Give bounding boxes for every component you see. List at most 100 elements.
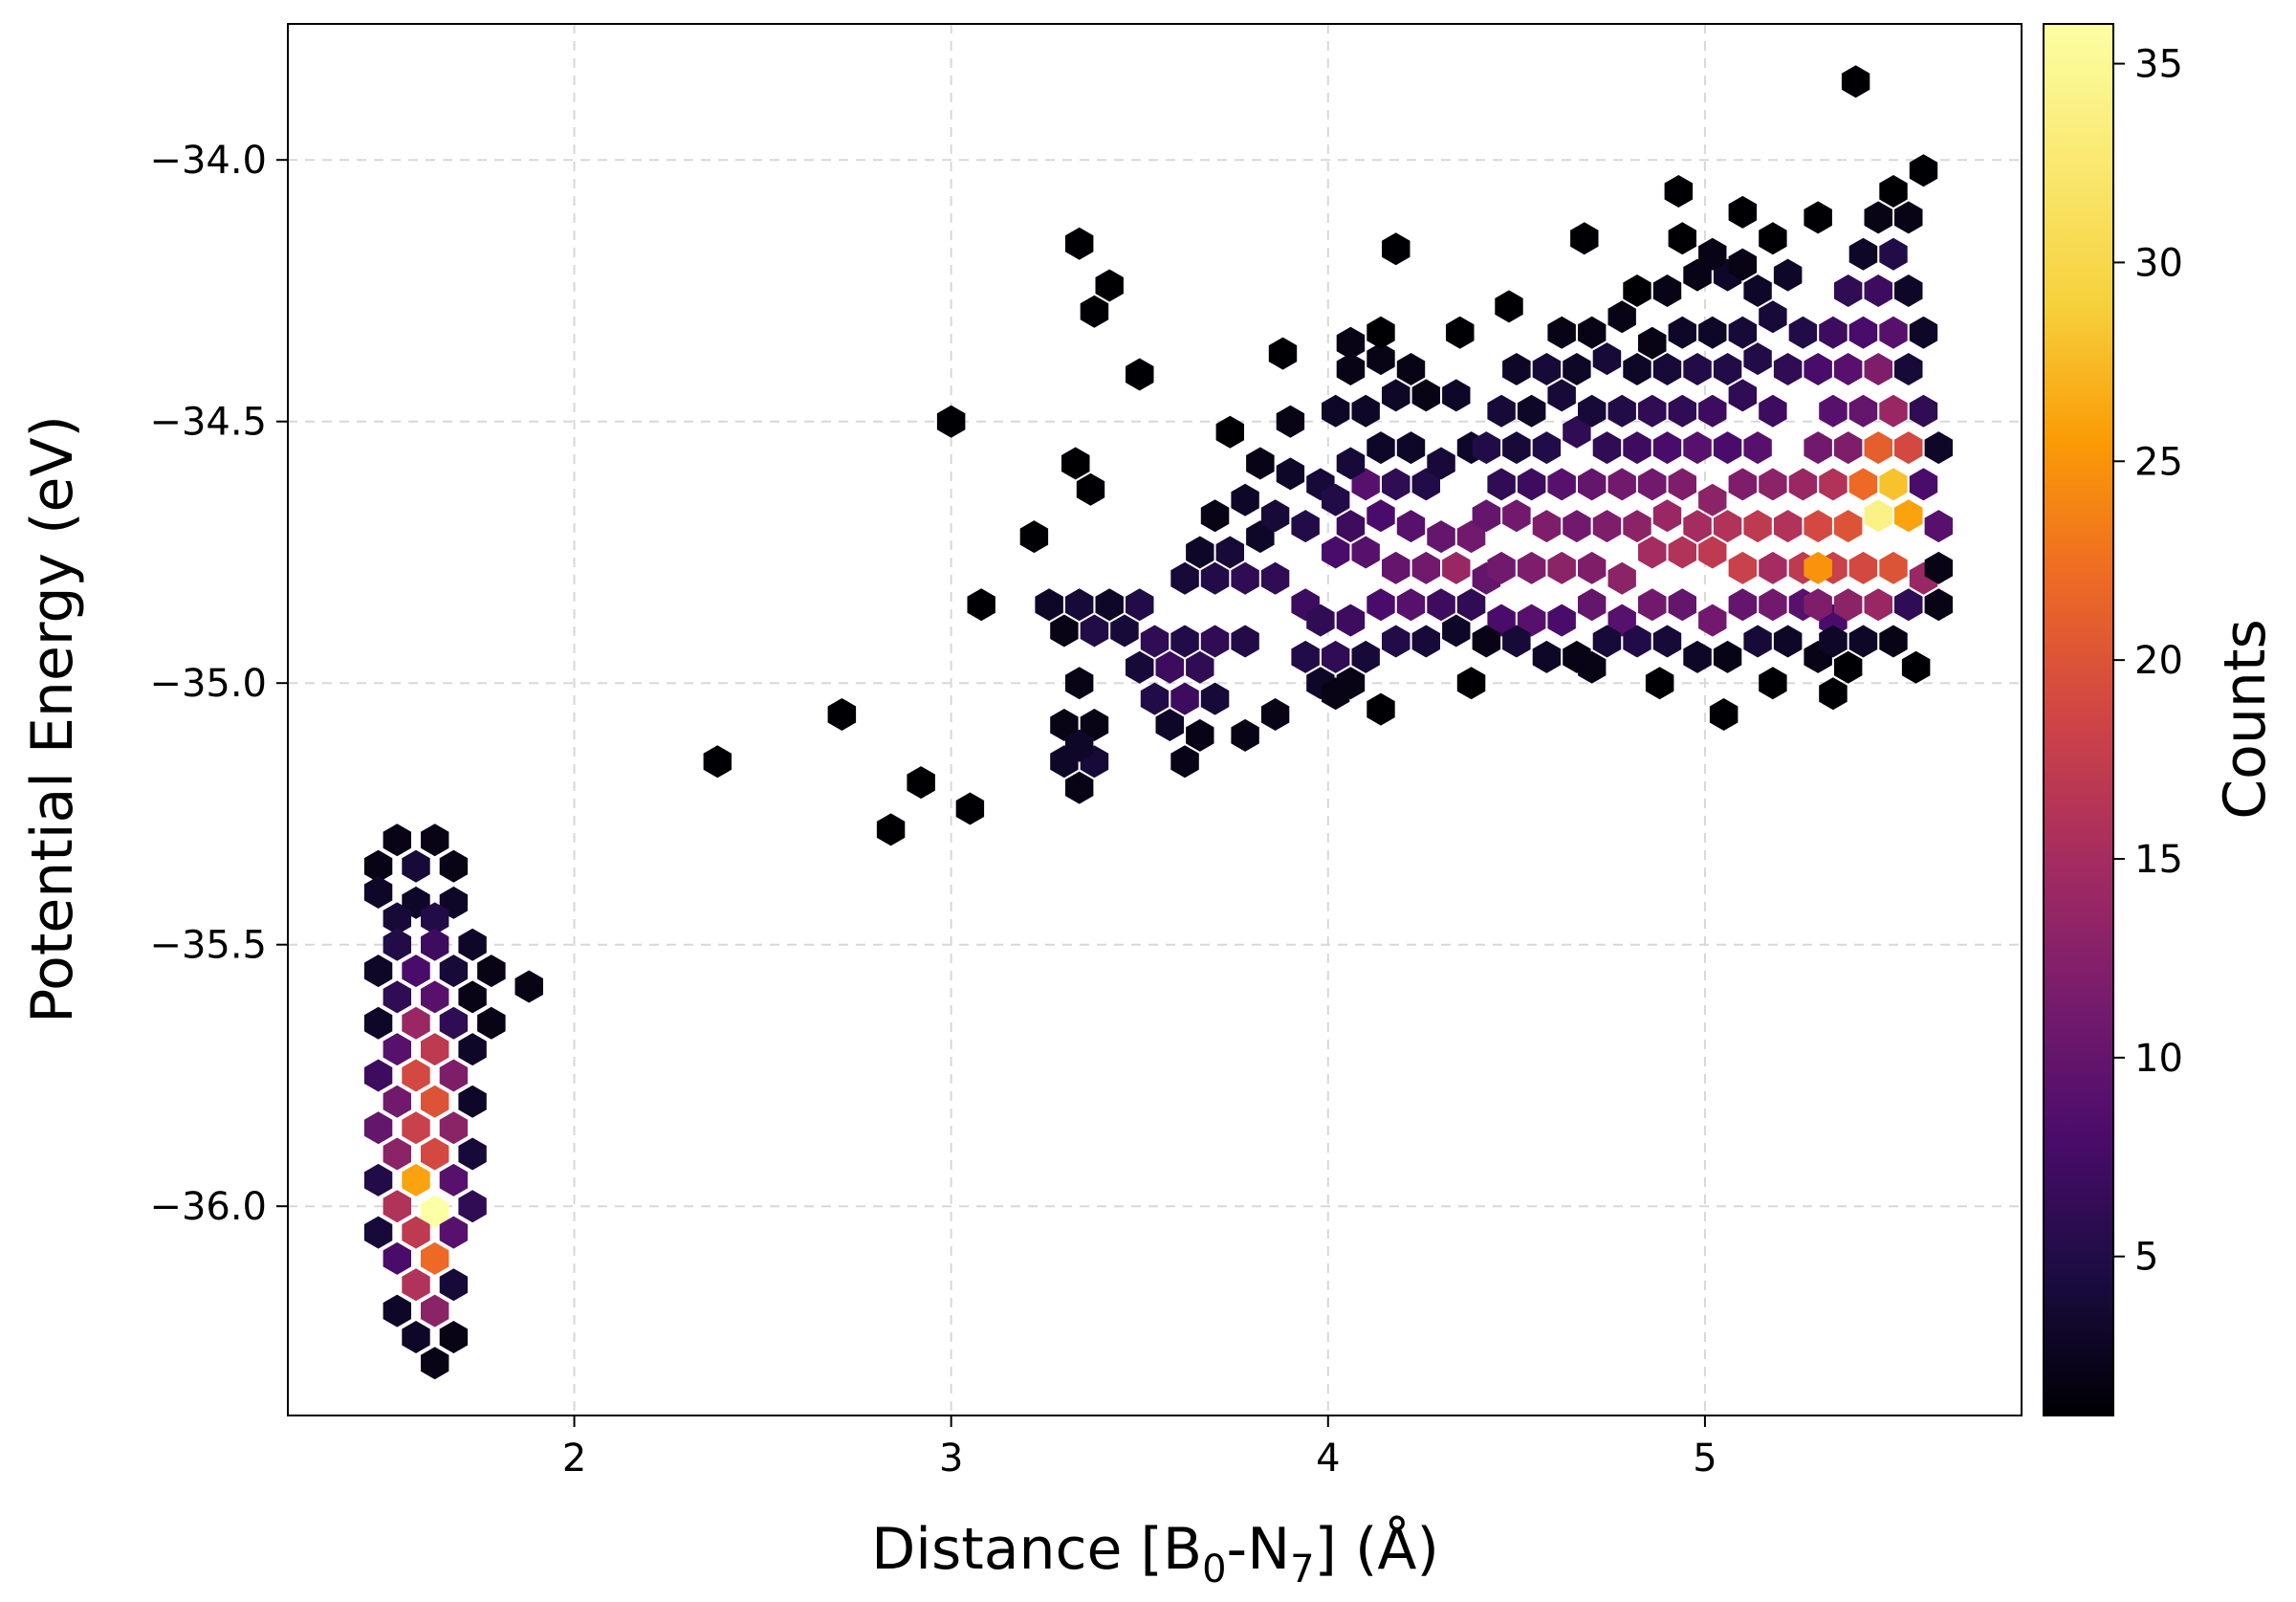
hex-cell [1351,394,1380,428]
hex-cell [1924,510,1953,543]
hex-cell [1924,588,1953,622]
hex-cell [1382,625,1410,658]
hex-cell [1382,232,1410,266]
hex-cell [1322,483,1350,516]
hex-cell [1456,588,1486,622]
hexbin-cells [363,65,1953,1380]
hex-cell [1879,316,1908,349]
hex-cell [1698,536,1727,569]
hex-cell [1709,698,1738,731]
hex-cell [1909,468,1938,501]
hex-cell [439,1216,469,1249]
hex-cell [1080,709,1109,741]
hex-cell [1186,650,1214,684]
hex-cell [1713,353,1742,385]
hex-cell [1442,551,1471,584]
hex-cell [1260,499,1290,533]
hex-cell [1336,353,1366,385]
hex-cell [1864,431,1892,465]
hex-cell [1759,468,1787,501]
hex-cell [1759,588,1787,622]
hex-cell [1080,614,1109,647]
hex-cell [1909,316,1938,349]
hex-cell [936,405,966,438]
hex-cell [1698,603,1727,637]
hex-cell [1547,468,1576,501]
hex-cell [1231,483,1259,516]
hex-cell [1894,274,1923,307]
y-axis-label: Potential Energy (eV) [19,415,86,1023]
hex-cell [1607,300,1636,334]
hex-cell [1848,394,1878,428]
hex-cell [1834,353,1863,385]
plot-frame [287,23,2023,1416]
hex-cell [421,1137,449,1171]
hex-cell [1367,431,1395,465]
hex-cell [402,1059,430,1092]
hex-cell [1517,394,1546,428]
hex-cell [1864,499,1892,533]
hex-cell [1864,353,1892,385]
hex-cell [1170,625,1199,658]
hex-cell [1186,536,1214,569]
y-tick-label: −36.0 [149,1185,267,1229]
hex-cell [1652,274,1682,307]
hex-cell [1668,588,1696,622]
hex-cell [383,1085,411,1118]
hex-cell [1517,551,1546,584]
hex-cell [1396,510,1426,543]
colorbar-ticks: 5 10 15 20 25 30 35 [2113,43,2183,1280]
hex-cell [1502,625,1531,658]
hex-cell [458,980,487,1014]
hex-cell [1570,222,1599,255]
hex-cell [1126,650,1154,684]
hex-cell [1578,468,1607,501]
hex-cell [477,1006,506,1040]
hex-cell [1442,379,1471,412]
hex-cell [1019,520,1049,554]
hex-cell [1773,353,1803,385]
hex-cell [458,1190,487,1223]
hex-cell [1848,468,1878,501]
hex-cell [1698,394,1727,428]
hex-cell [421,928,449,961]
hex-cell [1080,295,1109,328]
hex-cell [1804,588,1832,622]
hex-cell [1683,510,1712,543]
hex-cell [1578,650,1607,684]
hex-cell [383,928,411,961]
hex-cell [907,766,935,800]
hex-cell [1065,667,1094,700]
hex-cell [1140,625,1170,658]
colorbar [2043,23,2114,1416]
hex-cell [402,1163,430,1196]
hex-cell [1834,431,1863,465]
hex-cell [1848,625,1878,658]
hex-cell [1864,201,1892,234]
hex-cell [1532,640,1562,673]
hex-cell [1743,274,1772,307]
x-tick-label: 3 [939,1437,963,1481]
hex-cell [1638,394,1667,428]
hex-cell [1668,222,1696,255]
hex-cell [1427,588,1455,622]
hex-cell [1668,536,1696,569]
hex-cell [1487,468,1516,501]
hex-cell [383,1190,411,1223]
hex-cell [1095,269,1124,302]
hex-cell [383,980,411,1014]
hex-cell [1607,603,1636,637]
hex-cell [402,849,430,883]
hex-cell [1215,536,1244,569]
hex-cell [1909,394,1938,428]
hex-cell [1894,431,1923,465]
hex-cell [1743,625,1772,658]
hex-cell [1728,195,1758,229]
hex-cell [1638,536,1667,569]
hex-cell [402,1111,430,1145]
hex-cell [1170,682,1199,715]
hex-cell [1879,625,1908,658]
hex-cell [1502,353,1531,385]
hex-cell [1834,274,1863,307]
hex-cell [1578,588,1607,622]
